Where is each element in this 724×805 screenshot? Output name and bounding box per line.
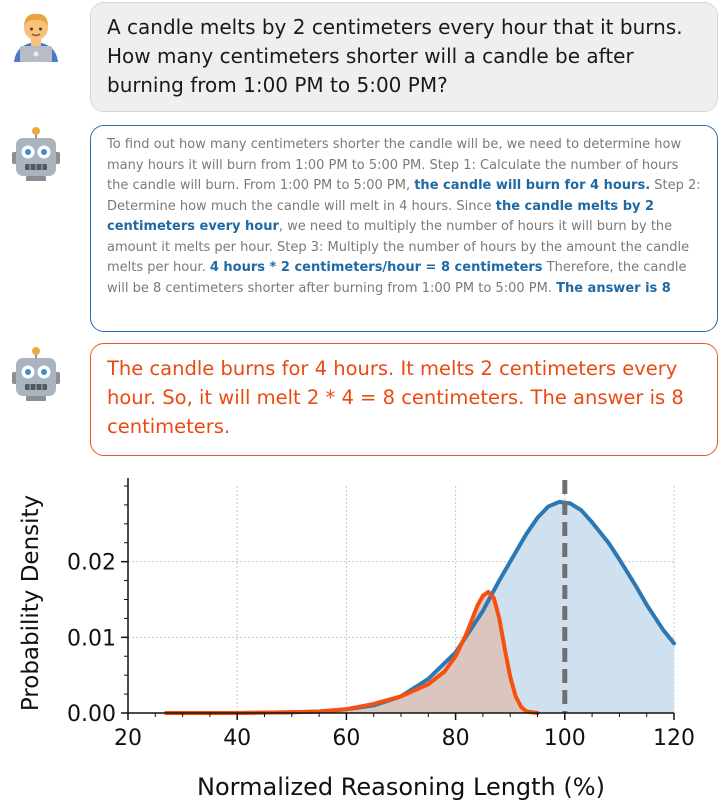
long-reasoning-density-fill — [166, 501, 674, 713]
highlighted-step: The answer is 8 — [556, 280, 671, 296]
density-lines — [164, 480, 676, 715]
robot-avatar — [8, 126, 64, 182]
question-bubble: A candle melts by 2 centimeters every ho… — [90, 2, 718, 112]
x-tick-label: 20 — [114, 726, 142, 751]
reasoning-segment: Therefore, the candle will be 8 centimet… — [107, 260, 687, 296]
highlighted-step: the candle will burn for 4 hours. — [414, 178, 651, 193]
long-reasoning-text: To find out how many centimeters shorter… — [107, 135, 701, 299]
short-reasoning-text: The candle burns for 4 hours. It melts 2… — [107, 357, 684, 438]
user-avatar — [8, 8, 64, 64]
x-tick-label: 80 — [442, 726, 470, 751]
y-tick-label: 0.01 — [67, 626, 116, 651]
x-tick-label: 60 — [332, 726, 360, 751]
question-text: A candle melts by 2 centimeters every ho… — [107, 15, 683, 97]
x-axis-label: Normalized Reasoning Length (%) — [197, 773, 605, 801]
reasoning-segment: To find out how many centimeters shorter… — [107, 137, 682, 193]
reasoning-segment: , we need to multiply the number of hour… — [107, 219, 690, 275]
y-tick-label: 0.02 — [67, 551, 116, 576]
tick-labels: 20 40 60 80 100 120 0.00 0.01 0.02 — [67, 551, 695, 751]
short-reasoning-density-fill — [166, 591, 538, 713]
density-fills — [166, 501, 674, 713]
highlighted-step: 4 hours * 2 centimeters/hour = 8 centime… — [209, 260, 543, 275]
y-axis-label: Probability Density — [18, 495, 44, 711]
highlighted-step: the candle melts by 2 centimeters every … — [107, 198, 655, 235]
x-tick-label: 120 — [653, 726, 695, 751]
short-reasoning-bubble: The candle burns for 4 hours. It melts 2… — [90, 343, 718, 456]
long-reasoning-bubble: To find out how many centimeters shorter… — [90, 125, 718, 332]
x-tick-label: 100 — [544, 726, 586, 751]
x-tick-label: 40 — [223, 726, 251, 751]
axes — [121, 478, 675, 720]
density-chart: 20 40 60 80 100 120 0.00 0.01 0.02 Normalized Re… — [18, 478, 695, 801]
y-tick-label: 0.00 — [67, 702, 116, 727]
reasoning-segment: Step 2: Determine how much the candle wi… — [107, 178, 701, 214]
short-reasoning-density-line — [164, 589, 540, 715]
robot-avatar — [8, 346, 64, 402]
